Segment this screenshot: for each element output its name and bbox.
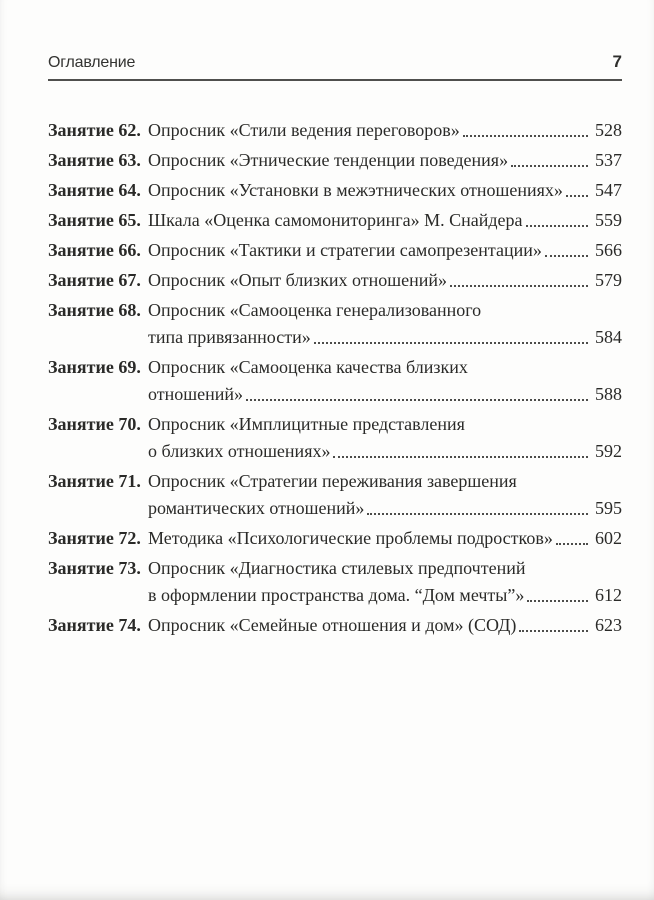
toc-entry-line: Занятие 71. Опросник «Стратегии переживан…	[48, 468, 622, 495]
entry-label: Занятие 73.	[48, 558, 141, 578]
entry-label: Занятие 70.	[48, 414, 141, 434]
toc-entry-line: Занятие 68. Опросник «Самооценка генерали…	[48, 297, 622, 324]
entry-label: Занятие 68.	[48, 300, 141, 320]
entry-label: Занятие 66.	[48, 240, 141, 260]
entry-title: Опросник «Самооценка качества близких	[148, 357, 468, 377]
entry-label: Занятие 71.	[48, 471, 141, 491]
toc-entry-line: о близких отношениях» 592	[48, 438, 622, 465]
toc-entry-line: Занятие 64. Опросник «Установки в межэтни…	[48, 177, 622, 204]
toc-entry: Занятие 71. Опросник «Стратегии переживан…	[48, 468, 622, 522]
toc-entry: Занятие 66. Опросник «Тактики и стратегии…	[48, 237, 622, 264]
toc-list: Занятие 62. Опросник «Стили ведения перег…	[48, 117, 622, 639]
dot-leader	[511, 165, 588, 167]
dot-leader	[333, 456, 588, 458]
entry-page-number: 592	[595, 441, 622, 461]
page-title: Оглавление	[48, 54, 136, 71]
dot-leader	[544, 255, 588, 257]
entry-title: отношений»	[148, 384, 244, 404]
toc-entry-line: Занятие 67. Опросник «Опыт близких отноше…	[48, 267, 622, 294]
toc-entry-line: отношений» 588	[48, 381, 622, 408]
entry-label: Занятие 67.	[48, 270, 141, 290]
entry-page-number: 559	[595, 210, 622, 230]
entry-page-number: 612	[595, 585, 622, 605]
entry-title: Опросник «Самооценка генерализованного	[148, 300, 482, 320]
entry-title: в оформлении пространства дома. “Дом меч…	[148, 585, 525, 605]
toc-entry: Занятие 73. Опросник «Диагностика стилевы…	[48, 555, 622, 609]
toc-entry: Занятие 64. Опросник «Установки в межэтни…	[48, 177, 622, 204]
entry-title: Опросник «Имплицитные представления	[148, 414, 465, 434]
toc-entry: Занятие 69. Опросник «Самооценка качества…	[48, 354, 622, 408]
dot-leader	[367, 513, 588, 515]
entry-page-number: 547	[595, 180, 622, 200]
toc-entry: Занятие 72. Методика «Психологические про…	[48, 525, 622, 552]
toc-entry: Занятие 62. Опросник «Стили ведения перег…	[48, 117, 622, 144]
entry-label: Занятие 63.	[48, 150, 141, 170]
entry-page-number: 623	[595, 615, 622, 635]
toc-entry-line: Занятие 70. Опросник «Имплицитные предста…	[48, 411, 622, 438]
entry-title: Опросник «Стили ведения переговоров»	[148, 120, 460, 140]
entry-title: Опросник «Стратегии переживания завершен…	[148, 471, 517, 491]
dot-leader	[313, 342, 588, 344]
toc-entry-line: Занятие 63. Опросник «Этнические тенденци…	[48, 147, 622, 174]
entry-label: Занятие 72.	[48, 528, 141, 548]
entry-title: Опросник «Семейные отношения и дом» (СОД…	[148, 615, 517, 635]
folio-page-number: 7	[612, 52, 622, 71]
toc-entry: Занятие 67. Опросник «Опыт близких отноше…	[48, 267, 622, 294]
toc-entry: Занятие 70. Опросник «Имплицитные предста…	[48, 411, 622, 465]
entry-title: романтических отношений»	[148, 498, 365, 518]
entry-label: Занятие 74.	[48, 615, 141, 635]
entry-label: Занятие 69.	[48, 357, 141, 377]
toc-entry-line: Занятие 65. Шкала «Оценка самомониторинга…	[48, 207, 622, 234]
entry-title: о близких отношениях»	[148, 441, 331, 461]
toc-entry-line: Занятие 69. Опросник «Самооценка качества…	[48, 354, 622, 381]
entry-title: Опросник «Тактики и стратегии самопрезен…	[148, 240, 542, 260]
entry-page-number: 588	[595, 384, 622, 404]
toc-entry-line: типа привязанности» 584	[48, 324, 622, 351]
entry-label: Занятие 62.	[48, 120, 141, 140]
entry-page-number: 584	[595, 327, 622, 347]
entry-label: Занятие 65.	[48, 210, 141, 230]
toc-entry: Занятие 63. Опросник «Этнические тенденци…	[48, 147, 622, 174]
entry-title: Опросник «Диагностика стилевых предпочте…	[148, 558, 526, 578]
entry-title: Опросник «Опыт близких отношений»	[148, 270, 447, 290]
toc-entry-line: Занятие 73. Опросник «Диагностика стилевы…	[48, 555, 622, 582]
dot-leader	[565, 195, 588, 197]
entry-page-number: 528	[595, 120, 622, 140]
toc-entry: Занятие 74. Опросник «Семейные отношения …	[48, 612, 622, 639]
entry-title: типа привязанности»	[148, 327, 311, 347]
entry-page-number: 579	[595, 270, 622, 290]
toc-entry-line: Занятие 74. Опросник «Семейные отношения …	[48, 612, 622, 639]
toc-entry: Занятие 68. Опросник «Самооценка генерали…	[48, 297, 622, 351]
entry-page-number: 537	[595, 150, 622, 170]
dot-leader	[450, 285, 588, 287]
dot-leader	[519, 630, 588, 632]
dot-leader	[525, 225, 588, 227]
toc-entry-line: Занятие 72. Методика «Психологические про…	[48, 525, 622, 552]
entry-page-number: 595	[595, 498, 622, 518]
toc-entry-line: в оформлении пространства дома. “Дом меч…	[48, 582, 622, 609]
entry-title: Опросник «Установки в межэтнических отно…	[148, 180, 563, 200]
entry-page-number: 566	[595, 240, 622, 260]
toc-entry-line: Занятие 62. Опросник «Стили ведения перег…	[48, 117, 622, 144]
entry-title: Шкала «Оценка самомониторинга» М. Снайде…	[148, 210, 523, 230]
dot-leader	[462, 135, 588, 137]
toc-entry: Занятие 65. Шкала «Оценка самомониторинга…	[48, 207, 622, 234]
dot-leader	[527, 600, 588, 602]
running-head: Оглавление 7	[48, 52, 622, 81]
entry-label: Занятие 64.	[48, 180, 141, 200]
dot-leader	[555, 543, 588, 545]
toc-entry-line: романтических отношений» 595	[48, 495, 622, 522]
entry-page-number: 602	[595, 528, 622, 548]
entry-title: Методика «Психологические проблемы подро…	[148, 528, 553, 548]
toc-entry-line: Занятие 66. Опросник «Тактики и стратегии…	[48, 237, 622, 264]
dot-leader	[246, 399, 588, 401]
entry-title: Опросник «Этнические тенденции поведения…	[148, 150, 509, 170]
